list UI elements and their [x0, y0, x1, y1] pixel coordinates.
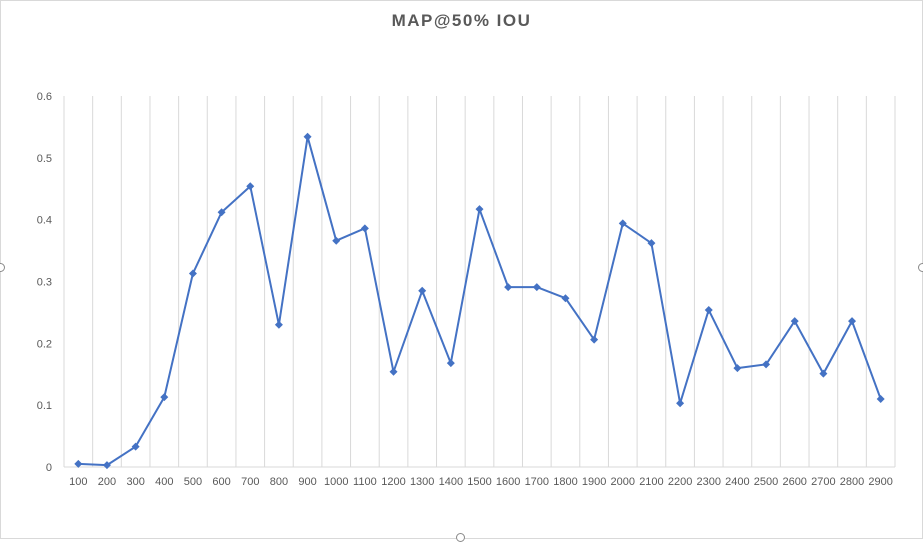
data-point[interactable]: [647, 239, 656, 248]
x-tick-label: 2900: [868, 476, 892, 488]
x-tick-label: 2800: [840, 476, 864, 488]
data-point[interactable]: [332, 236, 341, 245]
y-tick-label: 0.1: [37, 400, 52, 412]
x-tick-label: 1400: [439, 476, 463, 488]
data-point[interactable]: [590, 335, 599, 344]
data-point[interactable]: [819, 369, 828, 378]
data-point[interactable]: [704, 305, 713, 314]
selection-handle[interactable]: [918, 263, 923, 272]
data-point[interactable]: [504, 283, 513, 292]
data-point[interactable]: [733, 364, 742, 373]
x-tick-label: 300: [126, 476, 144, 488]
data-point[interactable]: [74, 459, 83, 468]
data-point[interactable]: [102, 461, 111, 470]
y-axis-labels: 0 0.1 0.2 0.3 0.4 0.5 0.6: [37, 91, 52, 474]
x-tick-label: 2500: [754, 476, 778, 488]
data-point[interactable]: [360, 224, 369, 233]
data-point[interactable]: [762, 360, 771, 369]
x-tick-label: 2700: [811, 476, 835, 488]
x-tick-label: 1500: [467, 476, 491, 488]
x-tick-label: 100: [69, 476, 87, 488]
x-tick-label: 2100: [639, 476, 663, 488]
x-tick-label: 1300: [410, 476, 434, 488]
data-point[interactable]: [475, 205, 484, 214]
series-line[interactable]: [78, 135, 882, 467]
data-point[interactable]: [303, 132, 312, 141]
data-point[interactable]: [246, 182, 255, 191]
data-point[interactable]: [446, 359, 455, 368]
x-tick-label: 1800: [553, 476, 577, 488]
x-tick-label: 200: [98, 476, 116, 488]
y-tick-label: 0.6: [37, 91, 52, 103]
x-tick-label: 1900: [582, 476, 606, 488]
data-point[interactable]: [274, 320, 283, 329]
chart-title: MAP@50% IOU: [391, 11, 532, 30]
x-tick-label: 700: [241, 476, 259, 488]
x-tick-label: 900: [298, 476, 316, 488]
x-tick-label: 1700: [525, 476, 549, 488]
selection-handle[interactable]: [456, 533, 465, 542]
data-point[interactable]: [418, 286, 427, 295]
x-tick-label: 500: [184, 476, 202, 488]
y-tick-label: 0.4: [37, 215, 52, 227]
x-tick-label: 400: [155, 476, 173, 488]
x-tick-label: 1000: [324, 476, 348, 488]
x-tick-label: 2200: [668, 476, 692, 488]
data-point[interactable]: [389, 367, 398, 376]
y-tick-label: 0: [46, 462, 52, 474]
x-tick-label: 1200: [381, 476, 405, 488]
x-tick-label: 1600: [496, 476, 520, 488]
data-point[interactable]: [561, 294, 570, 303]
x-tick-label: 800: [270, 476, 288, 488]
y-tick-label: 0.5: [37, 153, 52, 165]
data-point[interactable]: [188, 269, 197, 278]
data-point[interactable]: [876, 394, 885, 403]
y-tick-label: 0.2: [37, 338, 52, 350]
x-axis-labels: 100 200 300 400 500 600 700 800 900 1000 1100 1200 1…: [69, 476, 893, 488]
data-point[interactable]: [618, 219, 627, 228]
data-point[interactable]: [790, 317, 799, 326]
x-tick-label: 1100: [353, 476, 377, 488]
selection-handle[interactable]: [0, 263, 5, 272]
y-tick-label: 0.3: [37, 277, 52, 289]
data-point[interactable]: [532, 283, 541, 292]
x-tick-label: 2300: [696, 476, 720, 488]
data-point[interactable]: [848, 317, 857, 326]
data-point[interactable]: [131, 442, 140, 451]
x-tick-label: 2400: [725, 476, 749, 488]
data-point[interactable]: [217, 208, 226, 217]
x-tick-label: 2000: [611, 476, 635, 488]
data-point[interactable]: [160, 393, 169, 402]
x-tick-label: 2600: [782, 476, 806, 488]
data-point[interactable]: [676, 399, 685, 408]
series-group: [74, 132, 885, 470]
x-tick-label: 600: [212, 476, 230, 488]
gridlines: [63, 96, 896, 467]
